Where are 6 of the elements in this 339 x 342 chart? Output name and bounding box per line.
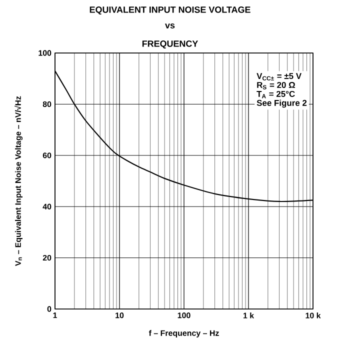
annotation: See Figure 2 (256, 100, 307, 108)
annotation: T$_{A}$ = 25°C (256, 90, 295, 98)
text: vs FREQUENCY (142, 24, 198, 49)
chart-title: EQUIVALENT INPUT NOISE VOLTAGE (90, 6, 250, 15)
annotation: R$_{S}$ = 20 Ω (257, 82, 296, 90)
annotation: V$_{CC±}$ = ±5 V (256, 73, 302, 80)
